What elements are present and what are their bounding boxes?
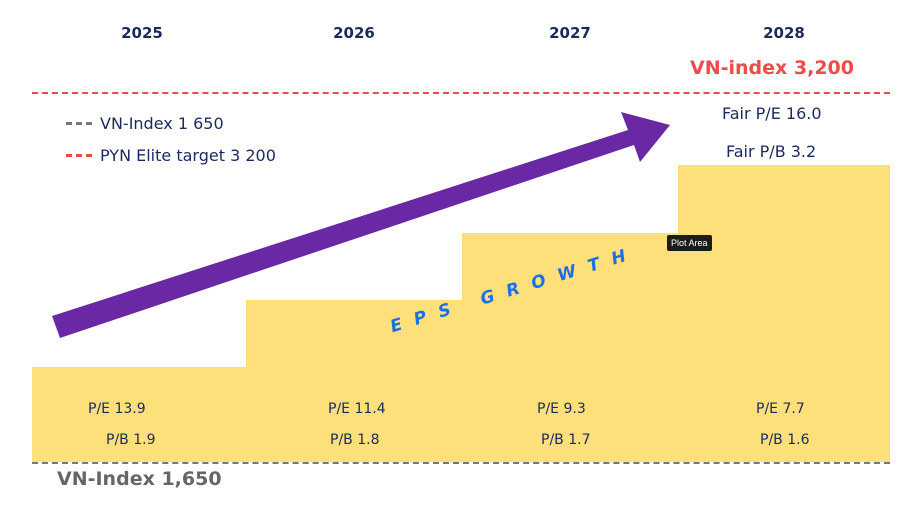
pb-2025: P/B 1.9 [106,432,156,448]
legend-label: PYN Elite target 3 200 [100,146,276,165]
base-line [32,462,890,464]
step-2025 [32,367,246,462]
grey-dash-icon [66,122,92,125]
pe-2026: P/E 11.4 [328,401,386,417]
base-label: VN-Index 1,650 [57,468,222,490]
pb-2027: P/B 1.7 [541,432,591,448]
year-2025: 2025 [121,24,163,42]
target-label: VN-index 3,200 [690,57,854,79]
pe-2028: P/E 7.7 [756,401,805,417]
pe-2027: P/E 9.3 [537,401,586,417]
legend-item-pyn-target: PYN Elite target 3 200 [66,146,276,165]
fair-pb: Fair P/B 3.2 [726,142,817,161]
year-2026: 2026 [333,24,375,42]
legend-label: VN-Index 1 650 [100,114,224,133]
year-2028: 2028 [763,24,805,42]
legend-item-vn-index: VN-Index 1 650 [66,114,224,133]
year-2027: 2027 [549,24,591,42]
plot-area-tooltip: Plot Area [667,235,712,251]
red-dash-icon [66,154,92,157]
arrow-icon [52,112,670,338]
step-2026 [246,300,462,462]
step-2027 [462,233,678,462]
pb-2028: P/B 1.6 [760,432,810,448]
pe-2025: P/E 13.9 [88,401,146,417]
pb-2026: P/B 1.8 [330,432,380,448]
step-2028 [678,165,890,462]
fair-pe: Fair P/E 16.0 [722,104,822,123]
target-line [32,92,890,94]
